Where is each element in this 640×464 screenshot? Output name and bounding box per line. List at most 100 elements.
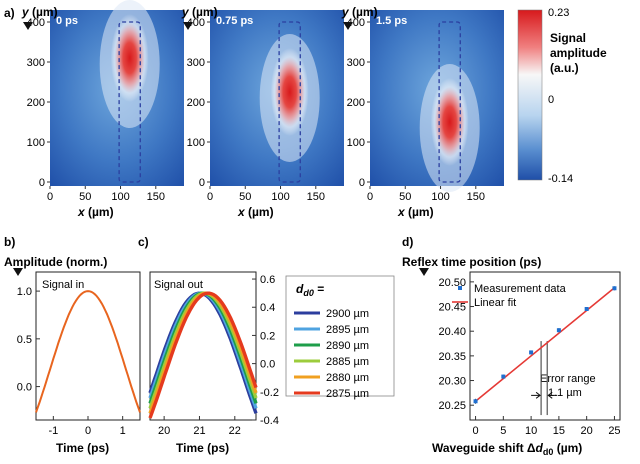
- measurement-point: [529, 350, 534, 355]
- reflex-time-panel: Reflex time position (ps) Waveguide shif…: [402, 255, 621, 457]
- time-label: 0.75 ps: [216, 15, 253, 27]
- measurement-point: [612, 286, 617, 291]
- legend-entry: 2895 µm: [326, 324, 369, 336]
- legend-entry: 2890 µm: [326, 340, 369, 352]
- y-tick-label: 300: [347, 57, 365, 69]
- panel-label-d: d): [402, 235, 413, 249]
- legend-measurement-marker: [458, 286, 462, 290]
- x-tick-label-d: 20: [581, 425, 593, 437]
- legend-entry: 2880 µm: [326, 372, 369, 384]
- legend-title-c: dd0 =: [296, 282, 324, 298]
- y-tick-label-c: -0.4: [260, 415, 279, 427]
- xlabel-b: Time (ps): [56, 441, 109, 455]
- y-axis-arrow-d: [419, 268, 429, 276]
- y-axis-arrow: [23, 22, 33, 30]
- inset-label-b: Signal in: [42, 279, 84, 291]
- measurement-point: [556, 328, 561, 333]
- plot-frame-d: [469, 271, 621, 421]
- plot-frame-b: [35, 271, 141, 421]
- x-tick-label: 150: [307, 191, 325, 203]
- time-label: 0 ps: [56, 15, 78, 27]
- colorbar-title-1: Signal: [550, 31, 586, 45]
- waveguide-outline: [438, 21, 461, 183]
- x-tick-label: 50: [239, 191, 251, 203]
- colorbar-min-label: -0.14: [548, 173, 573, 185]
- y-axis-title: y (µm): [181, 5, 218, 19]
- inset-label-c: Signal out: [154, 279, 203, 291]
- y-tick-label-d: 20.35: [438, 351, 466, 363]
- y-tick-label: 0: [199, 177, 205, 189]
- colorbar-title-2: amplitude: [550, 46, 607, 60]
- y-tick-label: 100: [347, 137, 365, 149]
- xlabel-d: Waveguide shift Δdd0 (µm): [432, 441, 582, 457]
- y-tick-label: 100: [27, 137, 45, 149]
- signal-out-curve: [148, 291, 258, 419]
- y-tick-label: 0: [359, 177, 365, 189]
- x-tick-label-c: 22: [229, 425, 241, 437]
- legend-fit-label: Linear fit: [474, 297, 516, 309]
- x-tick-label-b: -1: [48, 425, 58, 437]
- x-tick-label-b: 0: [85, 425, 91, 437]
- measurement-point: [584, 307, 589, 311]
- error-arrow-left: [531, 391, 541, 399]
- legend-entry: 2900 µm: [326, 308, 369, 320]
- x-tick-label: 0: [367, 191, 373, 203]
- y-tick-label-d: 20.40: [438, 326, 466, 338]
- plot-frame-c: [149, 271, 257, 421]
- x-tick-label: 0: [47, 191, 53, 203]
- linear-fit-line: [475, 287, 615, 402]
- y-tick-label-c: 0.2: [260, 330, 275, 342]
- y-tick-label: 100: [187, 137, 205, 149]
- signal-in-panel: Amplitude (norm.) Signal in Time (ps) 0.…: [4, 255, 141, 455]
- y-tick-label-c: 0.0: [260, 359, 275, 371]
- y-tick-label: 400: [347, 17, 365, 29]
- y-tick-label-d: 20.45: [438, 302, 466, 314]
- x-tick-label: 50: [79, 191, 91, 203]
- x-tick-label: 50: [399, 191, 411, 203]
- x-tick-label-b: 1: [120, 425, 126, 437]
- heatmap-hotspot: [270, 48, 309, 136]
- x-tick-label: 100: [431, 191, 449, 203]
- time-label: 1.5 ps: [376, 15, 407, 27]
- measurement-point: [501, 374, 506, 379]
- x-tick-label: 100: [111, 191, 129, 203]
- signal-out-panel: Signal out Time (ps) dd0 = 0.6 0.4 0.2 0.0 -…: [148, 271, 395, 455]
- y-axis-title: y (µm): [21, 5, 58, 19]
- y-tick-label-d: 20.25: [438, 400, 466, 412]
- panel-label-c: c): [138, 235, 149, 249]
- y-tick-label-d: 20.50: [438, 277, 466, 289]
- y-tick-label-b: 0.5: [17, 334, 32, 346]
- xlabel-c: Time (ps): [176, 441, 229, 455]
- y-tick-label: 300: [27, 57, 45, 69]
- measurement-point: [473, 399, 478, 404]
- colorbar-max-label: 0.23: [548, 7, 569, 19]
- x-tick-label: 0: [207, 191, 213, 203]
- annotation-line-2: 1.1 µm: [548, 387, 582, 399]
- y-axis-arrow: [343, 22, 353, 30]
- x-tick-label-c: 20: [158, 425, 170, 437]
- y-tick-label: 400: [187, 17, 205, 29]
- x-axis-title: x (µm): [237, 205, 274, 219]
- y-tick-label-c: 0.6: [260, 274, 275, 286]
- x-tick-label: 150: [147, 191, 165, 203]
- legend-measurement-label: Measurement data: [474, 283, 567, 295]
- x-tick-label: 100: [271, 191, 289, 203]
- y-tick-label: 200: [27, 97, 45, 109]
- panel-label-a: a): [4, 6, 15, 20]
- legend-entry: 2885 µm: [326, 356, 369, 368]
- legend-entry: 2875 µm: [326, 388, 369, 400]
- x-tick-label-d: 5: [500, 425, 506, 437]
- ylabel-d: Reflex time position (ps): [402, 255, 541, 269]
- y-tick-label-b: 1.0: [17, 286, 32, 298]
- y-axis-title: y (µm): [341, 5, 378, 19]
- y-axis-arrow: [183, 22, 193, 30]
- colorbar-mid-label: 0: [548, 94, 554, 106]
- y-tick-label-c: 0.4: [260, 302, 275, 314]
- waveguide-outline: [278, 21, 301, 183]
- x-tick-label-c: 21: [193, 425, 205, 437]
- y-tick-label-c: -0.2: [260, 387, 279, 399]
- y-tick-label: 200: [347, 97, 365, 109]
